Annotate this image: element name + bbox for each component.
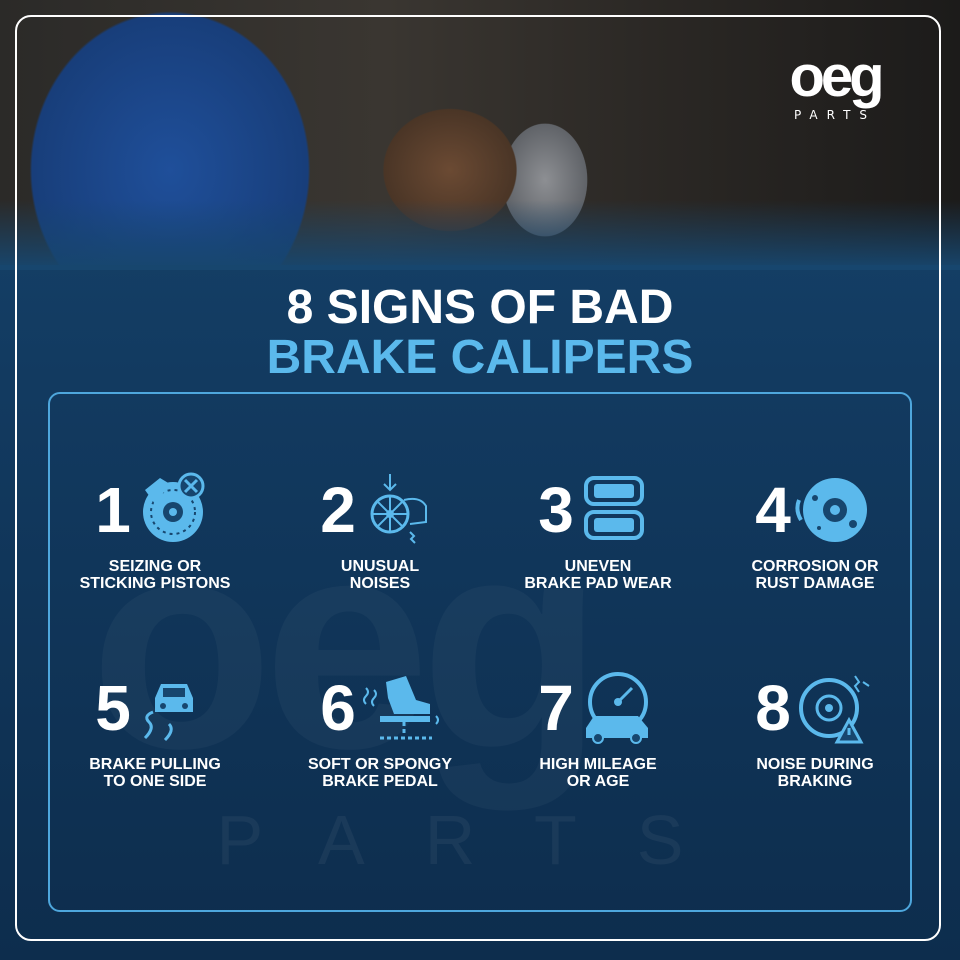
sign-label: NOISE DURING BRAKING xyxy=(705,756,925,790)
sign-label-line-1: CORROSION OR xyxy=(751,558,879,575)
sign-header: 2 xyxy=(270,470,490,550)
sign-item-1: 1 SEIZING OR STICKING PISTONS xyxy=(45,470,265,592)
sign-item-5: 5 BRAKE PULLING TO ONE SIDE xyxy=(45,668,265,790)
sign-label: SEIZING OR STICKING PISTONS xyxy=(45,558,265,592)
sign-label-line-2: BRAKE PEDAL xyxy=(322,773,438,790)
sign-label-line-2: BRAKING xyxy=(777,773,853,790)
watermark-parts: PARTS xyxy=(216,801,744,879)
sign-number: 7 xyxy=(538,672,574,744)
sign-label-line-2: BRAKE PAD WEAR xyxy=(524,575,672,592)
sign-item-7: 7 HIGH MILEAGE OR AGE xyxy=(488,668,708,790)
logo-sub: PARTS xyxy=(793,108,877,122)
sign-number: 6 xyxy=(320,672,356,744)
brake-disc-x-icon xyxy=(135,470,215,550)
sign-header: 5 xyxy=(45,668,265,748)
sign-item-4: 4 CORROSION OR RUST DAMAGE xyxy=(705,470,925,592)
disc-warning-icon xyxy=(795,668,875,748)
sign-label-line-1: NOISE DURING xyxy=(756,756,874,773)
sign-label-line-1: HIGH MILEAGE xyxy=(539,756,657,773)
brake-pads-icon xyxy=(578,470,658,550)
foot-pedal-icon xyxy=(360,668,440,748)
logo-mark: oeg xyxy=(789,44,884,109)
sign-label: CORROSION OR RUST DAMAGE xyxy=(705,558,925,592)
odometer-car-icon xyxy=(578,668,658,748)
sign-label-line-2: TO ONE SIDE xyxy=(103,773,207,790)
sign-item-3: 3 UNEVEN BRAKE PAD WEAR xyxy=(488,470,708,592)
sign-label: SOFT OR SPONGY BRAKE PEDAL xyxy=(270,756,490,790)
sign-label-line-1: SEIZING OR xyxy=(108,558,202,575)
sign-label-line-1: UNUSUAL xyxy=(340,558,420,575)
sign-label: BRAKE PULLING TO ONE SIDE xyxy=(45,756,265,790)
outer-frame xyxy=(15,15,941,941)
sign-number: 5 xyxy=(95,672,131,744)
sign-label-line-1: SOFT OR SPONGY xyxy=(307,756,452,773)
sign-header: 4 xyxy=(705,470,925,550)
rusty-disc-icon xyxy=(795,470,875,550)
sign-item-8: 8 NOISE DURING BRAKING xyxy=(705,668,925,790)
sign-label-line-2: OR AGE xyxy=(566,773,630,790)
wheel-noise-icon xyxy=(360,470,440,550)
sign-label-line-2: STICKING PISTONS xyxy=(79,575,231,592)
sign-label-line-2: RUST DAMAGE xyxy=(755,575,875,592)
photo-fade xyxy=(0,200,960,270)
title-line-2: BRAKE CALIPERS xyxy=(266,331,694,384)
sign-header: 8 xyxy=(705,668,925,748)
sign-number: 2 xyxy=(320,474,356,546)
sign-number: 8 xyxy=(755,672,791,744)
sign-header: 6 xyxy=(270,668,490,748)
sign-label-line-2: NOISES xyxy=(349,575,411,592)
sign-number: 3 xyxy=(538,474,574,546)
brand-logo: oeg PARTS xyxy=(750,44,920,123)
sign-label: UNEVEN BRAKE PAD WEAR xyxy=(488,558,708,592)
sign-header: 1 xyxy=(45,470,265,550)
car-skid-icon xyxy=(135,668,215,748)
sign-number: 1 xyxy=(95,474,131,546)
title-line-1: 8 SIGNS OF BAD xyxy=(286,281,674,334)
sign-number: 4 xyxy=(755,474,791,546)
sign-label-line-1: UNEVEN xyxy=(564,558,632,575)
sign-label: HIGH MILEAGE OR AGE xyxy=(488,756,708,790)
sign-item-2: 2 UNUSUAL NOISES xyxy=(270,470,490,592)
sign-header: 7 xyxy=(488,668,708,748)
sign-header: 3 xyxy=(488,470,708,550)
sign-item-6: 6 SOFT OR SPONGY BRAKE PEDAL xyxy=(270,668,490,790)
sign-label: UNUSUAL NOISES xyxy=(270,558,490,592)
sign-label-line-1: BRAKE PULLING xyxy=(89,756,221,773)
signs-panel xyxy=(48,392,912,912)
